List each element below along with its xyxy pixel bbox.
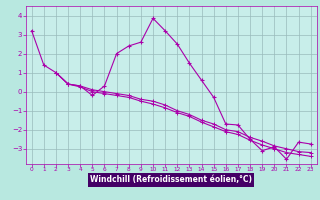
X-axis label: Windchill (Refroidissement éolien,°C): Windchill (Refroidissement éolien,°C) [90, 175, 252, 184]
